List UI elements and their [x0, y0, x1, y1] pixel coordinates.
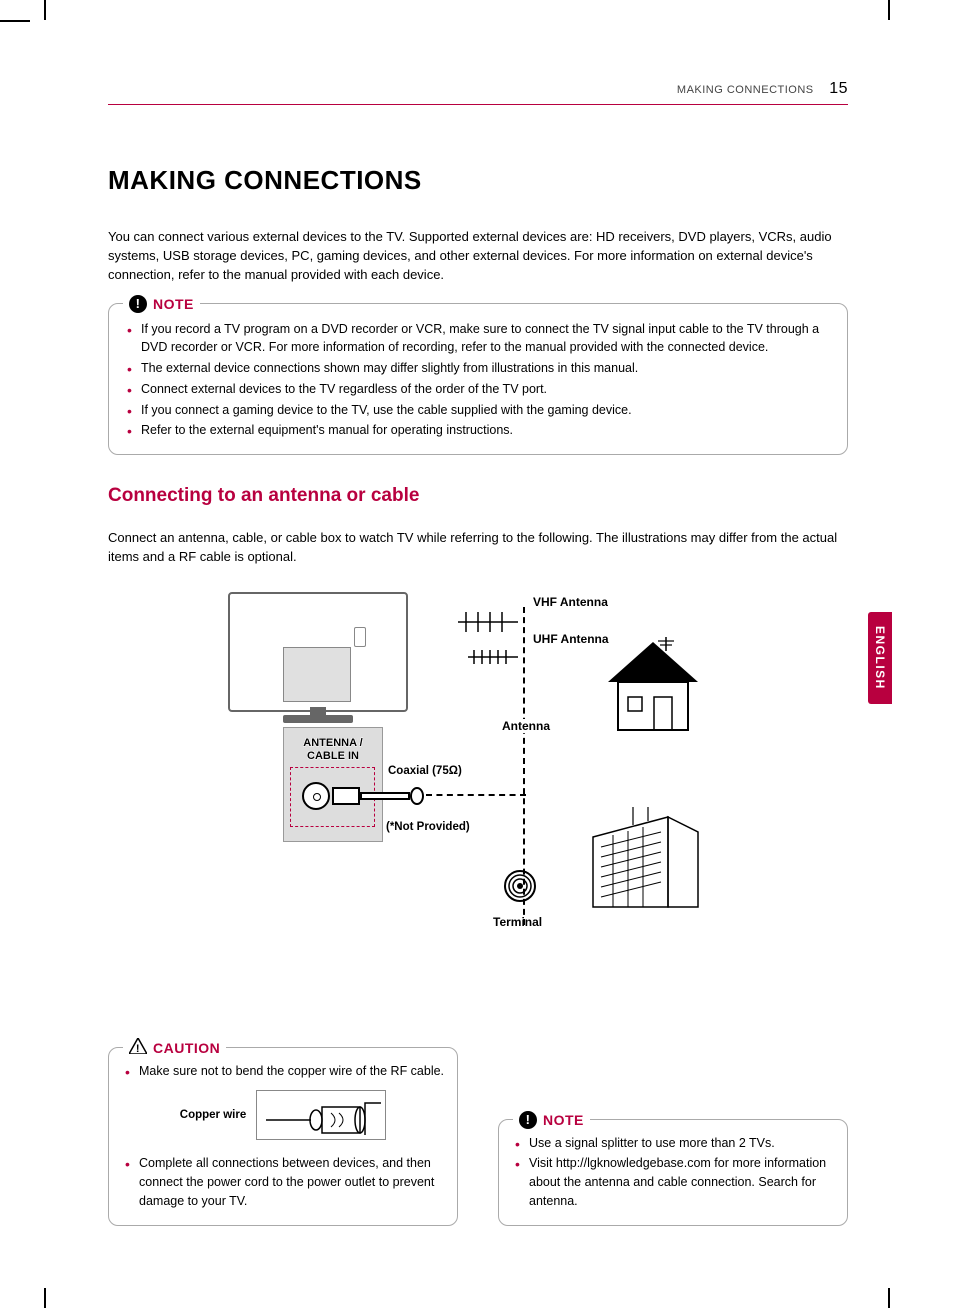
page-content: MAKING CONNECTIONS 15 MAKING CONNECTIONS… [108, 80, 848, 1226]
caution-list: Make sure not to bend the copper wire of… [121, 1062, 445, 1081]
rf-cable-icon [256, 1090, 386, 1140]
note2-legend: ! NOTE [513, 1110, 590, 1131]
uhf-antenna-icon [468, 642, 518, 672]
coax-label: Coaxial (75Ω) [388, 765, 462, 777]
note-legend: ! NOTE [123, 294, 200, 315]
tv-stand [283, 715, 353, 723]
running-header: MAKING CONNECTIONS 15 [108, 80, 848, 105]
crop-mark [44, 1288, 46, 1308]
vhf-antenna-icon [458, 607, 518, 637]
running-title: MAKING CONNECTIONS [677, 84, 814, 96]
crop-mark [44, 0, 46, 20]
note-icon: ! [129, 295, 147, 313]
building-icon [573, 807, 703, 917]
section-intro: Connect an antenna, cable, or cable box … [108, 529, 848, 567]
intro-paragraph: You can connect various external devices… [108, 228, 848, 285]
terminal-label: Terminal [493, 915, 542, 929]
not-provided-label: (*Not Provided) [386, 821, 470, 833]
vhf-label: VHF Antenna [533, 595, 608, 609]
list-item: If you connect a gaming device to the TV… [127, 401, 833, 420]
list-item: Connect external devices to the TV regar… [127, 380, 833, 399]
note2-label: NOTE [543, 1110, 584, 1131]
caution-legend: ! CAUTION [123, 1038, 226, 1060]
list-item: Visit http://lgknowledgebase.com for mor… [515, 1154, 835, 1210]
tv-port-panel [283, 647, 351, 702]
note-icon: ! [519, 1111, 537, 1129]
language-tab: ENGLISH [868, 612, 892, 704]
caution-list-2: Complete all connections between devices… [121, 1154, 445, 1210]
note2-list: Use a signal splitter to use more than 2… [511, 1134, 835, 1211]
note-list: If you record a TV program on a DVD reco… [123, 320, 833, 441]
list-item: Complete all connections between devices… [125, 1154, 445, 1210]
cable-dash-line [426, 794, 526, 796]
page-title: MAKING CONNECTIONS [108, 165, 848, 196]
caution-callout: ! CAUTION Make sure not to bend the copp… [108, 1047, 458, 1226]
port-label: ANTENNA / CABLE IN [293, 737, 373, 763]
crop-mark [888, 0, 890, 20]
list-item: Use a signal splitter to use more than 2… [515, 1134, 835, 1153]
antenna-label: Antenna [498, 719, 554, 733]
terminal-icon [503, 869, 537, 903]
house-icon [598, 637, 708, 732]
list-item: If you record a TV program on a DVD reco… [127, 320, 833, 358]
svg-text:!: ! [136, 1043, 140, 1054]
note-callout: ! NOTE If you record a TV program on a D… [108, 303, 848, 456]
crop-mark [0, 20, 30, 22]
list-item: Refer to the external equipment's manual… [127, 421, 833, 440]
list-item: Make sure not to bend the copper wire of… [125, 1062, 445, 1081]
coax-cable [332, 787, 422, 805]
list-item: The external device connections shown ma… [127, 359, 833, 378]
note-label: NOTE [153, 294, 194, 315]
rf-cable-diagram: Copper wire [125, 1090, 441, 1140]
caution-label: CAUTION [153, 1038, 220, 1059]
page-number: 15 [829, 80, 848, 97]
coax-connector [302, 782, 330, 810]
tv-port-knob [354, 627, 366, 647]
lower-callouts: ! CAUTION Make sure not to bend the copp… [108, 1047, 848, 1226]
crop-mark [888, 1288, 890, 1308]
section-heading: Connecting to an antenna or cable [108, 485, 848, 507]
connection-diagram: ANTENNA / CABLE IN Coaxial (75Ω) (*Not P… [228, 587, 828, 967]
caution-icon: ! [129, 1038, 147, 1060]
copper-wire-label: Copper wire [180, 1107, 246, 1124]
note2-callout: ! NOTE Use a signal splitter to use more… [498, 1119, 848, 1226]
